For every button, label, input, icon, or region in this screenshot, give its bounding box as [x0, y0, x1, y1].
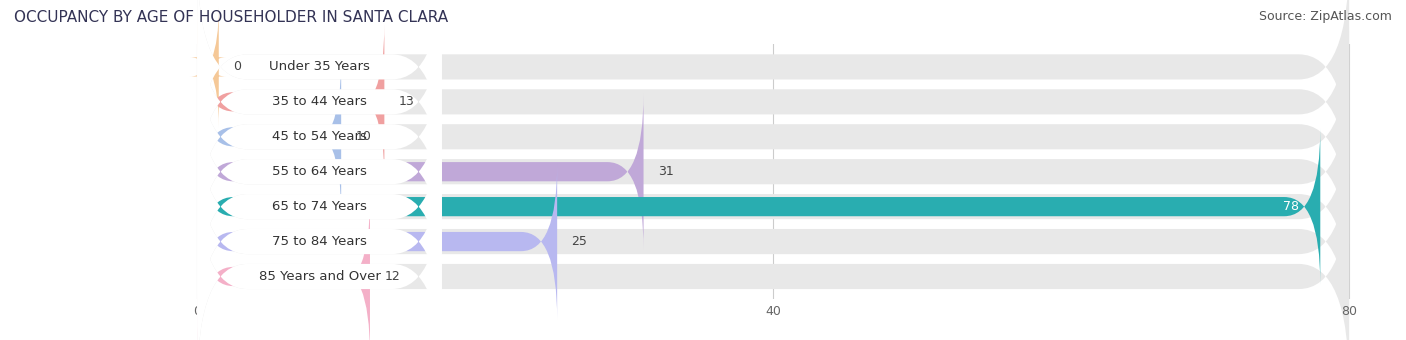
Text: 0: 0	[233, 61, 242, 73]
Text: 45 to 54 Years: 45 to 54 Years	[273, 130, 367, 143]
Text: 35 to 44 Years: 35 to 44 Years	[273, 95, 367, 108]
FancyBboxPatch shape	[197, 24, 384, 180]
FancyBboxPatch shape	[197, 94, 644, 250]
Text: 78: 78	[1282, 200, 1299, 213]
Text: 65 to 74 Years: 65 to 74 Years	[273, 200, 367, 213]
FancyBboxPatch shape	[197, 164, 557, 319]
Text: 85 Years and Over: 85 Years and Over	[259, 270, 381, 283]
Text: 12: 12	[384, 270, 401, 283]
FancyBboxPatch shape	[197, 97, 1350, 316]
Text: Under 35 Years: Under 35 Years	[269, 61, 370, 73]
FancyBboxPatch shape	[197, 167, 441, 340]
FancyBboxPatch shape	[197, 59, 342, 215]
FancyBboxPatch shape	[197, 199, 370, 340]
FancyBboxPatch shape	[197, 132, 441, 340]
Text: 13: 13	[399, 95, 415, 108]
FancyBboxPatch shape	[197, 132, 1350, 340]
Text: 75 to 84 Years: 75 to 84 Years	[273, 235, 367, 248]
FancyBboxPatch shape	[197, 27, 1350, 246]
FancyBboxPatch shape	[197, 97, 441, 316]
FancyBboxPatch shape	[197, 62, 1350, 282]
FancyBboxPatch shape	[197, 27, 441, 246]
Text: OCCUPANCY BY AGE OF HOUSEHOLDER IN SANTA CLARA: OCCUPANCY BY AGE OF HOUSEHOLDER IN SANTA…	[14, 10, 449, 25]
Text: 55 to 64 Years: 55 to 64 Years	[273, 165, 367, 178]
Text: 10: 10	[356, 130, 371, 143]
FancyBboxPatch shape	[190, 7, 226, 127]
FancyBboxPatch shape	[197, 0, 441, 211]
FancyBboxPatch shape	[197, 129, 1320, 284]
Text: 31: 31	[658, 165, 673, 178]
FancyBboxPatch shape	[197, 0, 441, 176]
FancyBboxPatch shape	[197, 0, 1350, 176]
Text: Source: ZipAtlas.com: Source: ZipAtlas.com	[1258, 10, 1392, 23]
FancyBboxPatch shape	[197, 0, 1350, 211]
FancyBboxPatch shape	[197, 62, 441, 282]
FancyBboxPatch shape	[197, 167, 1350, 340]
Text: 25: 25	[572, 235, 588, 248]
